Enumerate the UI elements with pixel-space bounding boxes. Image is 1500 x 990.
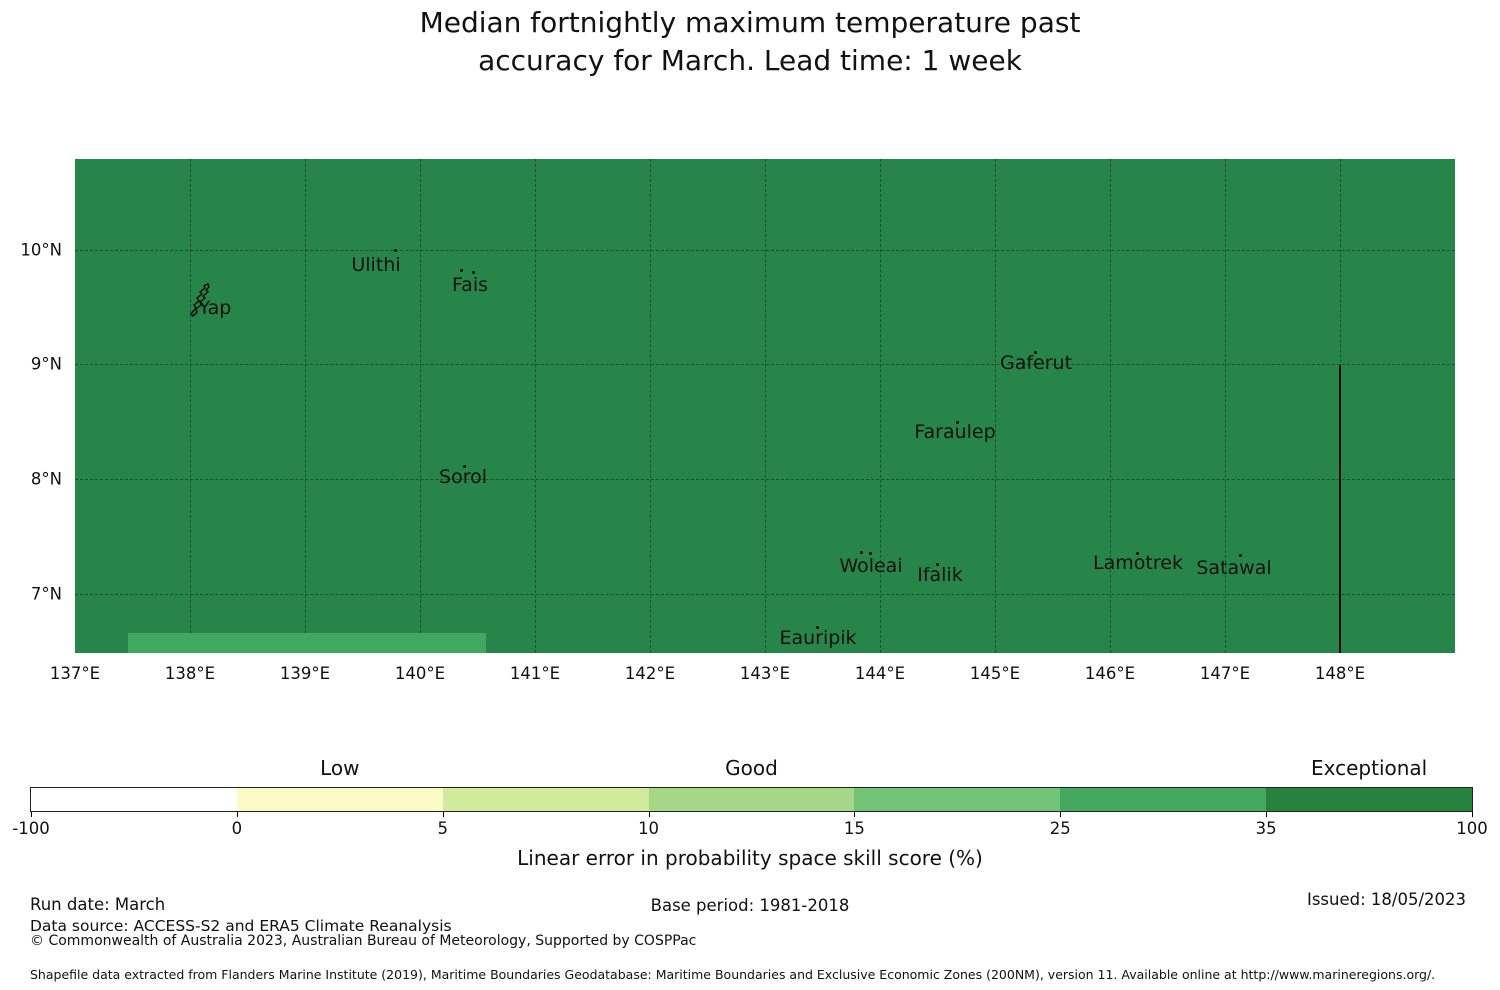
colorbar-segment [854, 788, 1061, 811]
page-title-line-2: accuracy for March. Lead time: 1 week [478, 44, 1022, 77]
longitude-gridline [535, 159, 536, 653]
island-label-ifalik: Ifalik [917, 564, 963, 586]
island-label-eauripik: Eauripik [779, 627, 857, 649]
x-tick-label: 143°E [739, 664, 791, 683]
colorbar-tick-label: 35 [1255, 819, 1277, 838]
island-label-sorol: Sorol [439, 466, 487, 488]
colorbar-segment [442, 788, 649, 811]
latitude-gridline [75, 479, 1455, 480]
latitude-gridline [75, 364, 1455, 365]
island-dot [956, 421, 959, 424]
island-label-yap: Yap [198, 297, 232, 319]
longitude-gridline [1110, 159, 1111, 653]
island-dot [463, 465, 466, 468]
data-source-text: Data source: ACCESS-S2 and ERA5 Climate … [30, 917, 452, 935]
colorbar-tick-label: -100 [12, 819, 50, 838]
x-tick-label: 145°E [969, 664, 1021, 683]
island-label-gaferut: Gaferut [999, 352, 1073, 374]
latitude-gridline [75, 250, 1455, 251]
island-label-ulithi: Ulithi [351, 254, 401, 276]
island-dot [472, 271, 475, 274]
x-tick-label: 146°E [1084, 664, 1136, 683]
skill-band-25-35-region [128, 633, 486, 653]
island-label-woleai: Woleai [839, 555, 903, 577]
y-tick-label: 7°N [30, 584, 62, 604]
colorbar-tick [442, 812, 444, 817]
colorbar-axis-label: Linear error in probability space skill … [517, 846, 983, 870]
colorbar-tick-label: 5 [437, 819, 448, 838]
x-tick-label: 137°E [49, 664, 101, 683]
colorbar-category-low: Low [320, 756, 360, 780]
eez-boundary-line [1339, 365, 1341, 653]
colorbar-segment [1266, 788, 1472, 811]
x-tick-label: 142°E [624, 664, 676, 683]
x-tick-label: 144°E [854, 664, 906, 683]
yap-island-shape [190, 283, 210, 317]
colorbar-tick-label: 15 [843, 819, 865, 838]
island-dot [936, 563, 939, 566]
colorbar: Low Good Exceptional -100 0 5 10 15 25 3… [12, 756, 1487, 838]
island-label-fais: Fais [451, 274, 489, 296]
longitude-gridline [1225, 159, 1226, 653]
x-tick-label: 141°E [509, 664, 561, 683]
y-tick-label: 9°N [30, 354, 62, 374]
colorbar-tick [236, 812, 238, 817]
island-dot [860, 551, 863, 554]
island-dot [394, 249, 397, 252]
island-dot [1136, 552, 1139, 555]
colorbar-category-good: Good [725, 756, 778, 780]
colorbar-tick [854, 812, 856, 817]
colorbar-tick-label: 100 [1456, 819, 1488, 838]
island-dot [816, 626, 819, 629]
colorbar-tick [31, 812, 32, 817]
longitude-gridline [305, 159, 306, 653]
colorbar-category-exceptional: Exceptional [1310, 756, 1428, 780]
colorbar-tick-label: 10 [638, 819, 660, 838]
island-label-faraulep: Faraulep [914, 421, 996, 443]
colorbar-segment [236, 788, 443, 811]
longitude-gridline [650, 159, 651, 653]
longitude-gridline [190, 159, 191, 653]
y-tick-label: 10°N [20, 240, 62, 260]
island-dot [1239, 554, 1242, 557]
shapefile-note-text: Shapefile data extracted from Flanders M… [30, 967, 1436, 982]
island-dot [1034, 351, 1037, 354]
island-label-lamotrek: Lamotrek [1093, 552, 1183, 574]
latitude-gridline [75, 594, 1455, 595]
x-tick-label: 140°E [394, 664, 446, 683]
x-tick-label: 138°E [164, 664, 216, 683]
colorbar-tick-label: 0 [231, 819, 243, 838]
colorbar-tick-label: 25 [1049, 819, 1071, 838]
longitude-gridline [995, 159, 996, 653]
colorbar-segment [31, 788, 237, 811]
x-tick-label: 148°E [1314, 664, 1366, 683]
longitude-gridline [765, 159, 766, 653]
colorbar-segment [648, 788, 855, 811]
colorbar-tick [1060, 812, 1062, 817]
island-dot [460, 269, 463, 272]
colorbar-tick [648, 812, 650, 817]
base-period-text: Base period: 1981-2018 [650, 896, 850, 915]
island-dot [869, 552, 872, 555]
colorbar-tick [1472, 812, 1473, 817]
colorbar-tick [1266, 812, 1268, 817]
run-date-text: Run date: March [30, 895, 166, 914]
longitude-gridline [420, 159, 421, 653]
page-title-line-1: Median fortnightly maximum temperature p… [419, 6, 1081, 39]
issued-date-text: Issued: 18/05/2023 [1306, 890, 1466, 909]
island-label-satawal: Satawal [1196, 557, 1272, 579]
longitude-gridline [880, 159, 881, 653]
copyright-text: © Commonwealth of Australia 2023, Austra… [30, 933, 697, 949]
colorbar-segment [1060, 788, 1267, 811]
x-tick-label: 147°E [1199, 664, 1251, 683]
x-tick-label: 139°E [279, 664, 331, 683]
y-tick-label: 8°N [30, 469, 62, 489]
map-panel: Yap Ulithi Fais Sorol Gaferut Faraulep W… [75, 159, 1455, 653]
